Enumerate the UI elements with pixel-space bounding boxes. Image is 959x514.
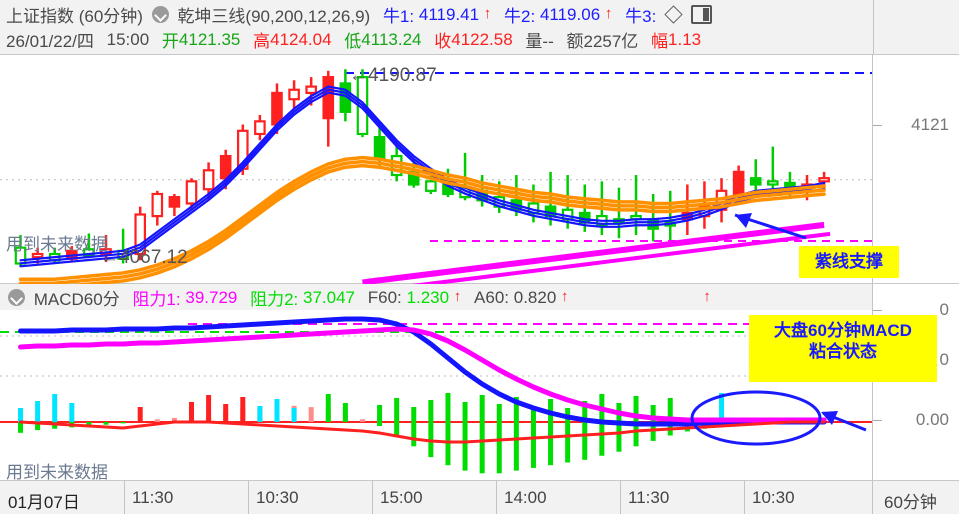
open-label: 开 <box>161 32 179 51</box>
time-divider <box>124 481 125 514</box>
f60-value: 1.230 <box>406 287 450 307</box>
a60-value: 0.820 <box>513 287 557 307</box>
info-line-ohlc: 26/01/22/四 15:00 开4121.35 高4124.04 低4113… <box>6 27 701 52</box>
macd-annotation-line2: 粘合状态 <box>809 342 877 362</box>
time-tick-2: 10:30 <box>256 488 299 507</box>
macd-annotation-line1: 大盘60分钟MACD <box>774 321 912 340</box>
split-panel-icon[interactable] <box>690 5 712 24</box>
high-price-tag: ←4190.87 <box>349 65 437 86</box>
resistance2-value: 37.047 <box>303 287 356 307</box>
a60-label: A60: <box>474 287 510 307</box>
extra-arrow-up-icon: ↑ <box>703 287 711 305</box>
chevron-down-circle-icon[interactable] <box>151 6 169 23</box>
time-tick-0: 01月07日 <box>8 493 80 512</box>
macd-axis-label-mid: 0 <box>939 350 949 369</box>
period-label[interactable]: 60分钟 <box>884 493 937 512</box>
axis-tick <box>873 125 882 126</box>
price-chart-panel[interactable]: 用到未来数据 ←4067.12 ←4190.87 <box>0 55 872 294</box>
quote-time: 15:00 <box>106 29 150 49</box>
time-divider <box>496 481 497 514</box>
chevron-down-circle-icon[interactable] <box>8 289 25 306</box>
niu1-value: 4119.41 <box>418 4 480 24</box>
time-divider <box>248 481 249 514</box>
time-tick-1: 11:30 <box>132 488 174 507</box>
macd-info-line: MACD60分 阻力1: 39.729 阻力2: 37.047 F60: 1.2… <box>6 285 711 310</box>
indicator-label[interactable]: 乾坤三线(90,200,12,26,9) <box>177 7 371 26</box>
info-line-indicator: 上证指数 (60分钟) 乾坤三线(90,200,12,26,9) 牛1: 411… <box>6 2 712 27</box>
change-value: 1.13 <box>668 29 702 49</box>
resistance1-value: 39.729 <box>185 287 238 307</box>
macd-watermark: 用到未来数据 <box>6 463 108 482</box>
close-label: 收 <box>434 32 452 51</box>
time-divider <box>872 481 873 514</box>
symbol-label[interactable]: 上证指数 (60分钟) <box>6 7 143 26</box>
diamond-icon[interactable] <box>664 5 683 24</box>
macd-info-bar: MACD60分 阻力1: 39.729 阻力2: 37.047 F60: 1.2… <box>0 284 872 310</box>
niu1-label: 牛1: <box>382 7 415 26</box>
macd-chart-panel[interactable]: 用到未来数据 <box>0 310 872 482</box>
time-divider <box>372 481 373 514</box>
time-divider <box>620 481 621 514</box>
time-tick-3: 15:00 <box>380 488 423 507</box>
low-value: 4113.24 <box>361 29 422 49</box>
time-tick-4: 14:00 <box>504 488 547 507</box>
axis-tick <box>873 420 882 421</box>
axis-tick <box>873 310 882 311</box>
macd-title[interactable]: MACD60分 <box>33 290 120 309</box>
high-label: 高 <box>253 32 271 51</box>
macd-chart-canvas <box>0 316 872 474</box>
amount-label: 额 <box>566 32 584 51</box>
support-annotation-note: 紫线支撑 <box>799 246 899 278</box>
macd-axis-label-upper: 0 <box>939 300 949 319</box>
macd-annotation-note: 大盘60分钟MACD 粘合状态 <box>749 315 937 382</box>
macd-axis: 0 0 0.00 <box>872 284 959 480</box>
price-axis: 4121 <box>872 55 959 284</box>
niu2-label: 牛2: <box>504 7 536 26</box>
niu3-label: 牛3: <box>625 7 657 26</box>
time-divider <box>744 481 745 514</box>
f60-arrow-up-icon: ↑ <box>453 287 462 305</box>
low-price-tag: ←4067.12 <box>100 247 188 268</box>
niu2-value: 4119.06 <box>539 4 601 24</box>
time-axis-bar: 01月07日 11:30 10:30 15:00 14:00 11:30 10:… <box>0 480 959 514</box>
time-tick-5: 11:30 <box>628 488 670 507</box>
volume-label: 量-- <box>525 32 554 51</box>
resistance2-label: 阻力2: <box>250 290 299 309</box>
f60-label: F60: <box>367 287 402 307</box>
price-watermark: 用到未来数据 <box>6 235 108 254</box>
header-divider <box>873 0 874 55</box>
change-label: 幅 <box>651 32 669 51</box>
low-label: 低 <box>344 32 362 51</box>
resistance1-label: 阻力1: <box>132 290 181 309</box>
price-chart-canvas <box>0 69 872 294</box>
quote-info-bar: 上证指数 (60分钟) 乾坤三线(90,200,12,26,9) 牛1: 411… <box>0 0 959 55</box>
quote-date: 26/01/22/四 <box>6 32 94 51</box>
high-value: 4124.04 <box>270 29 332 49</box>
niu1-arrow-up-icon: ↑ <box>483 4 492 22</box>
macd-axis-label-zero: 0.00 <box>915 410 949 429</box>
price-axis-label: 4121 <box>911 115 949 134</box>
close-value: 4122.58 <box>451 29 513 49</box>
time-tick-6: 10:30 <box>752 488 795 507</box>
niu2-arrow-up-icon: ↑ <box>604 4 613 22</box>
open-value: 4121.35 <box>178 29 241 49</box>
a60-arrow-up-icon: ↑ <box>561 287 569 305</box>
amount-value: 2257亿 <box>583 32 639 51</box>
